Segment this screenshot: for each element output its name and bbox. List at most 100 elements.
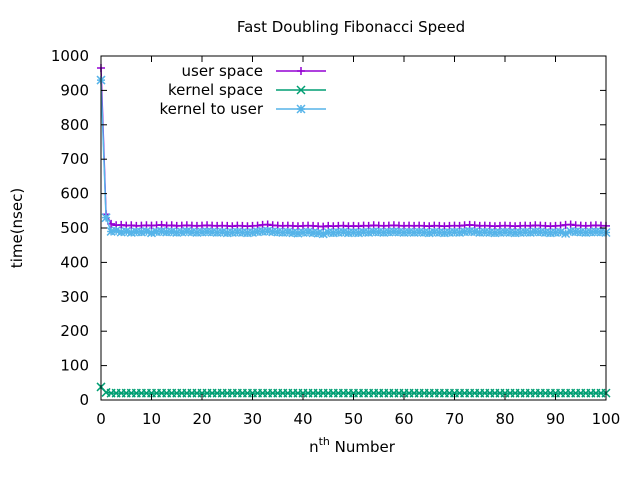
data-point xyxy=(141,226,151,236)
x-tick-label: 60 xyxy=(394,410,413,428)
data-point xyxy=(394,227,404,237)
series-kernel-space xyxy=(96,382,611,398)
data-point xyxy=(343,228,353,238)
data-point xyxy=(439,228,449,238)
data-point xyxy=(182,226,192,236)
chart-title: Fast Doubling Fibonacci Speed xyxy=(237,18,465,36)
data-point xyxy=(566,226,576,236)
data-point xyxy=(293,228,303,238)
data-point xyxy=(414,227,424,237)
x-tick-label: 10 xyxy=(142,410,161,428)
y-tick-label: 800 xyxy=(60,116,89,134)
y-tick-label: 500 xyxy=(60,219,89,237)
y-tick-label: 1000 xyxy=(51,47,89,65)
data-point xyxy=(561,228,571,239)
x-axis-title-base: n xyxy=(309,438,319,456)
data-point xyxy=(273,227,283,237)
legend-marker xyxy=(296,85,306,95)
data-point xyxy=(571,227,581,237)
data-point xyxy=(167,227,177,237)
data-point xyxy=(404,227,414,237)
data-point xyxy=(268,227,278,237)
data-point xyxy=(576,227,586,237)
data-point xyxy=(591,227,601,237)
data-point xyxy=(434,227,444,238)
data-point xyxy=(253,227,263,237)
x-tick-label: 40 xyxy=(293,410,312,428)
data-point xyxy=(510,228,520,238)
data-point xyxy=(465,226,475,236)
data-point xyxy=(278,227,288,238)
series-layer xyxy=(96,64,611,398)
data-point xyxy=(475,227,485,238)
data-point xyxy=(192,227,202,238)
legend-label: user space xyxy=(182,62,264,80)
data-point xyxy=(399,227,409,238)
data-point xyxy=(172,227,182,238)
data-point xyxy=(247,227,258,238)
data-point xyxy=(152,227,162,237)
data-point xyxy=(455,227,465,238)
y-axis-title: time(nsec) xyxy=(8,188,26,268)
x-tick-label: 50 xyxy=(344,410,363,428)
data-point xyxy=(540,227,550,238)
data-point xyxy=(581,227,591,238)
data-point xyxy=(520,227,530,237)
x-tick-label: 80 xyxy=(495,410,514,428)
data-point xyxy=(263,226,273,236)
data-point xyxy=(586,227,596,237)
legend-marker xyxy=(297,67,305,75)
data-point xyxy=(480,227,490,237)
x-tick-label: 70 xyxy=(445,410,464,428)
ticks-layer: 0 100 200 300 400 500 600 700 800 900 1000 0 10 20 30 4… xyxy=(51,47,621,428)
data-point xyxy=(389,227,399,237)
y-tick-label: 900 xyxy=(60,81,89,99)
x-tick-label: 90 xyxy=(546,410,565,428)
legend-label: kernel space xyxy=(168,81,263,99)
data-point xyxy=(177,227,187,237)
data-point xyxy=(258,226,268,236)
data-point xyxy=(550,227,561,238)
data-point xyxy=(187,227,197,237)
y-tick-label: 100 xyxy=(60,357,89,375)
data-point xyxy=(384,227,394,237)
data-point xyxy=(121,226,131,236)
data-point xyxy=(212,227,222,238)
data-point xyxy=(545,228,555,238)
data-point xyxy=(288,228,298,238)
legend-label: kernel to user xyxy=(160,100,264,118)
data-point xyxy=(298,227,308,238)
data-point xyxy=(525,227,535,238)
data-point xyxy=(303,227,313,237)
data-point xyxy=(237,227,247,238)
x-axis-title: nth Number xyxy=(309,435,396,456)
data-point xyxy=(157,226,167,236)
data-point xyxy=(313,228,323,238)
data-point xyxy=(207,227,217,237)
data-point xyxy=(535,227,545,237)
data-point xyxy=(242,228,252,238)
data-point xyxy=(495,227,505,238)
x-tick-label: 20 xyxy=(192,410,211,428)
x-axis-title-sup: th xyxy=(319,435,330,448)
y-tick-label: 400 xyxy=(60,253,89,271)
data-point xyxy=(338,227,348,237)
data-point xyxy=(217,227,227,237)
data-point xyxy=(490,228,500,238)
y-tick-label: 200 xyxy=(60,322,89,340)
data-point xyxy=(596,227,606,237)
data-point xyxy=(556,227,566,237)
data-point xyxy=(308,228,318,238)
data-point xyxy=(126,227,136,238)
data-point xyxy=(197,227,207,237)
data-point xyxy=(515,227,525,238)
data-point xyxy=(348,227,359,238)
y-tick-label: 600 xyxy=(60,185,89,203)
data-point xyxy=(202,227,212,237)
y-tick-label: 300 xyxy=(60,288,89,306)
data-point xyxy=(530,227,540,237)
data-point xyxy=(470,227,480,237)
data-point xyxy=(449,227,460,237)
data-point xyxy=(106,226,116,236)
